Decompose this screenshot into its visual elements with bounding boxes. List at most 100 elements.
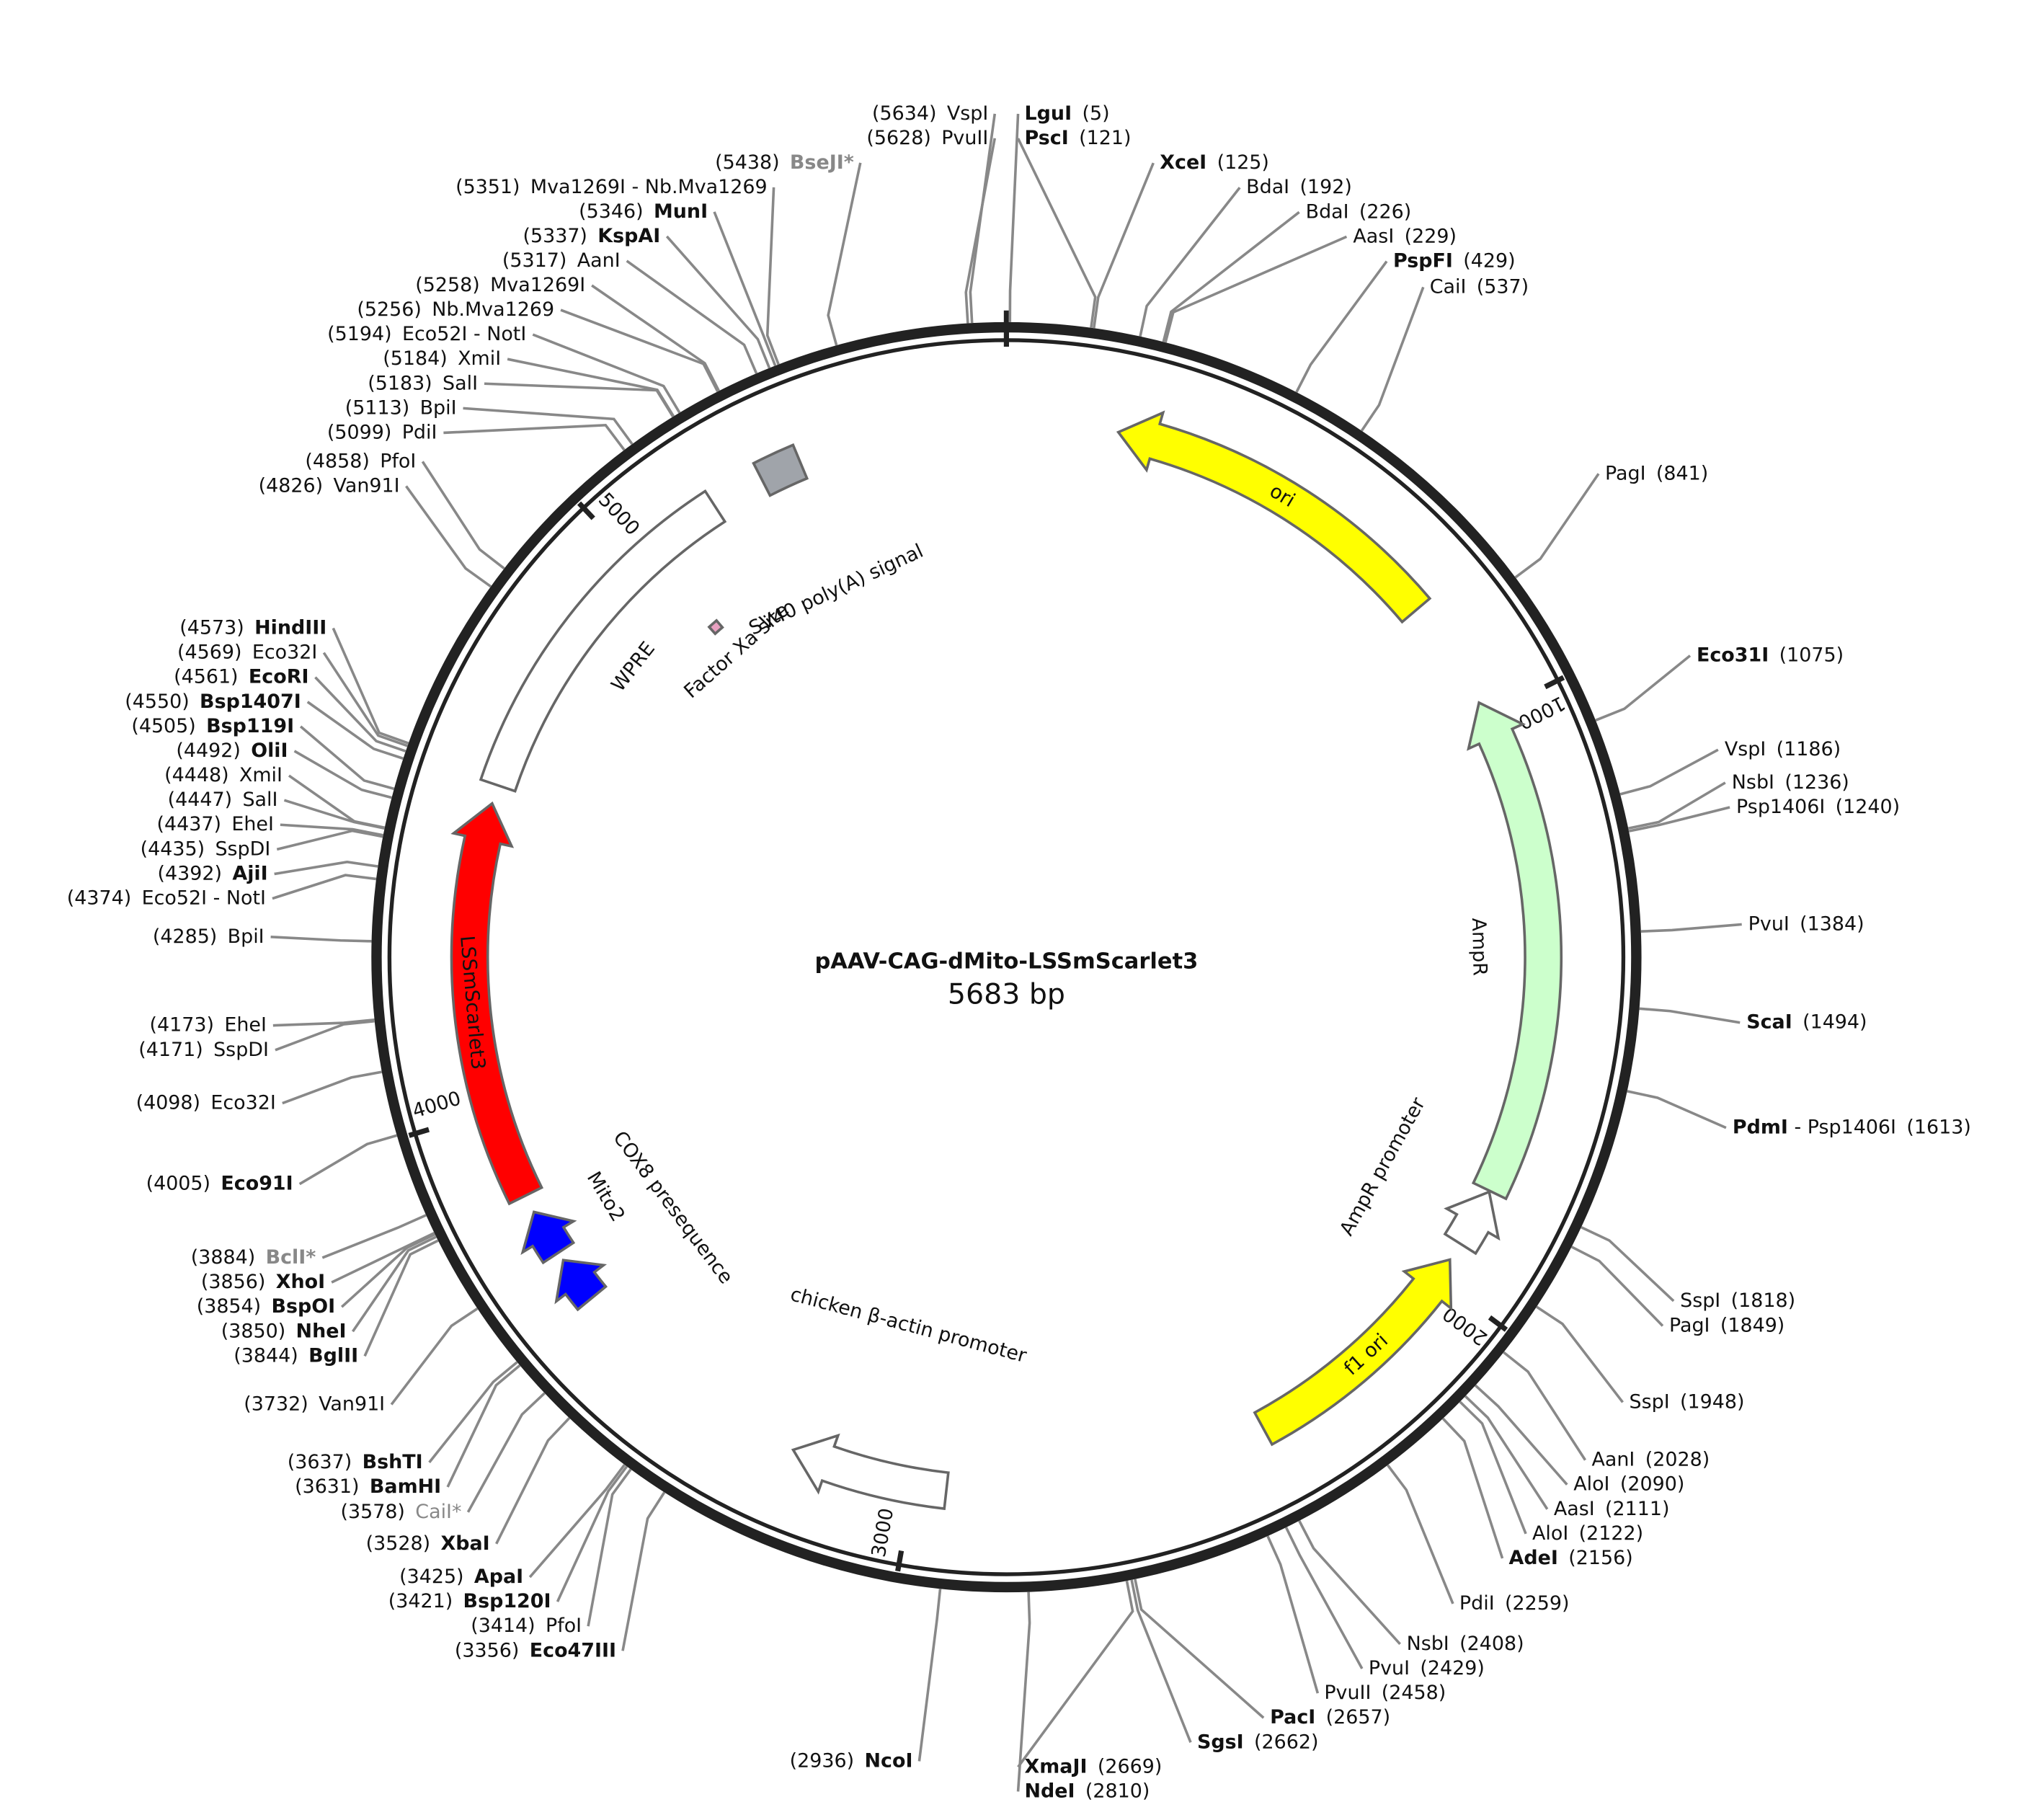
site-leader	[466, 1392, 546, 1513]
site-name: PfoI	[546, 1615, 582, 1637]
site-position: (5258)	[415, 274, 479, 296]
site-label: AanI (2028)	[1591, 1448, 1710, 1470]
site-name: BspOI	[272, 1295, 336, 1318]
site-label: (5258) Mva1269I	[415, 274, 585, 296]
site-position: (2090)	[1620, 1473, 1684, 1495]
site-position: (2669)	[1098, 1755, 1162, 1777]
site-name: SalI	[443, 372, 478, 394]
site-position: (125)	[1217, 151, 1269, 174]
site-position: (229)	[1405, 225, 1457, 247]
site-leader	[293, 750, 392, 799]
site-leader	[283, 799, 385, 830]
site-position: (4098)	[136, 1091, 200, 1114]
site-name: Nb.Mva1269	[432, 298, 554, 321]
site-leader	[282, 1070, 383, 1105]
feature-label: AmpR promoter	[1335, 1093, 1430, 1240]
site-label: PvuI (1384)	[1748, 913, 1864, 935]
site-position: (4171)	[138, 1038, 203, 1060]
site-leader	[665, 235, 771, 369]
site-name: BpiI	[420, 396, 457, 419]
site-leader	[1628, 806, 1730, 833]
site-leader	[331, 1231, 435, 1284]
site-name: PvuII	[941, 126, 988, 148]
site-position: (2429)	[1420, 1657, 1484, 1679]
feature	[1116, 410, 1432, 624]
feature-label: COX8 presequence	[608, 1127, 737, 1288]
site-leader	[463, 407, 634, 445]
site-leader	[421, 461, 505, 570]
scale-tick	[895, 1550, 904, 1572]
scale-tick-label: 4000	[410, 1087, 463, 1122]
site-position: (3732)	[244, 1393, 308, 1415]
site-label: (3844) BglII	[234, 1344, 358, 1367]
site-leader	[1514, 473, 1600, 579]
site-label: VspI (1186)	[1725, 738, 1841, 760]
site-position: (2111)	[1605, 1497, 1669, 1519]
site-label: (4285) BpiI	[153, 925, 265, 947]
site-leader	[495, 1417, 571, 1545]
site-label: (4098) Eco32I	[136, 1091, 276, 1114]
site-leader	[1640, 923, 1742, 933]
site-leader	[1016, 138, 1097, 328]
site-position: (4285)	[153, 925, 217, 947]
site-name: BclI*	[266, 1246, 316, 1268]
site-position: (4392)	[158, 862, 222, 884]
site-leader	[340, 1233, 436, 1308]
site-leader	[1459, 1400, 1527, 1535]
site-leader	[280, 823, 384, 837]
site-name: AloI	[1532, 1522, 1568, 1544]
site-label: (5346) MunI	[579, 200, 708, 222]
site-label: BdaI (226)	[1306, 200, 1412, 223]
feature-label: Mito2	[582, 1168, 629, 1225]
site-leader	[443, 423, 626, 451]
site-leader	[1162, 210, 1300, 342]
site-leader	[299, 725, 395, 791]
site-leader	[532, 333, 681, 414]
site-position: (2028)	[1645, 1448, 1710, 1470]
feature-label: AmpR	[1467, 918, 1491, 976]
site-label: (3854) BspOI	[197, 1295, 335, 1318]
site-name: AjiI	[232, 862, 267, 884]
site-position: (3421)	[388, 1590, 453, 1612]
site-label: (5438) BseJI*	[715, 151, 854, 173]
site-label: (3414) PfoI	[471, 1615, 582, 1637]
site-position: (2156)	[1568, 1546, 1632, 1568]
site-leader	[484, 382, 675, 418]
site-name: EcoRI	[249, 665, 309, 688]
site-leader	[1619, 748, 1719, 796]
site-label: PdmI - Psp1406I (1613)	[1733, 1116, 1971, 1138]
site-leader	[1298, 1520, 1401, 1646]
site-label: (5256) Nb.Mva1269	[357, 298, 554, 321]
feature-label: Factor Xa site	[680, 599, 794, 703]
site-name: Eco32I	[210, 1091, 275, 1114]
site-leader	[560, 308, 719, 393]
site-leader	[332, 627, 409, 745]
site-label: (4437) EheI	[157, 813, 274, 835]
site-label: NdeI (2810)	[1025, 1780, 1150, 1802]
site-position: (2662)	[1254, 1731, 1318, 1753]
site-name: PacI	[1270, 1706, 1315, 1728]
feature	[791, 1433, 950, 1511]
scale-tick-label: 5000	[594, 489, 644, 540]
site-name: AanI	[1591, 1448, 1635, 1470]
site-label: (5351) Mva1269I - Nb.Mva1269	[455, 175, 768, 197]
site-position: (5346)	[579, 200, 643, 222]
site-name: PagI	[1605, 462, 1646, 484]
site-leader	[446, 1364, 521, 1488]
site-position: (1948)	[1680, 1390, 1744, 1413]
site-label: (3631) BamHI	[295, 1475, 441, 1497]
site-name: LguI	[1025, 102, 1072, 124]
site-leader	[1134, 1579, 1265, 1719]
site-position: (5194)	[327, 323, 391, 345]
feature	[1443, 1190, 1501, 1256]
site-name: Eco32I	[252, 641, 317, 663]
site-position: (5337)	[523, 224, 587, 247]
site-leader	[626, 259, 758, 374]
site-label: (3356) Eco47III	[455, 1639, 616, 1661]
site-name: SspDI	[215, 838, 270, 860]
site-leader	[556, 1465, 628, 1602]
site-leader	[270, 936, 372, 943]
site-position: (1236)	[1784, 771, 1849, 793]
site-label: Psp1406I (1240)	[1736, 795, 1900, 817]
